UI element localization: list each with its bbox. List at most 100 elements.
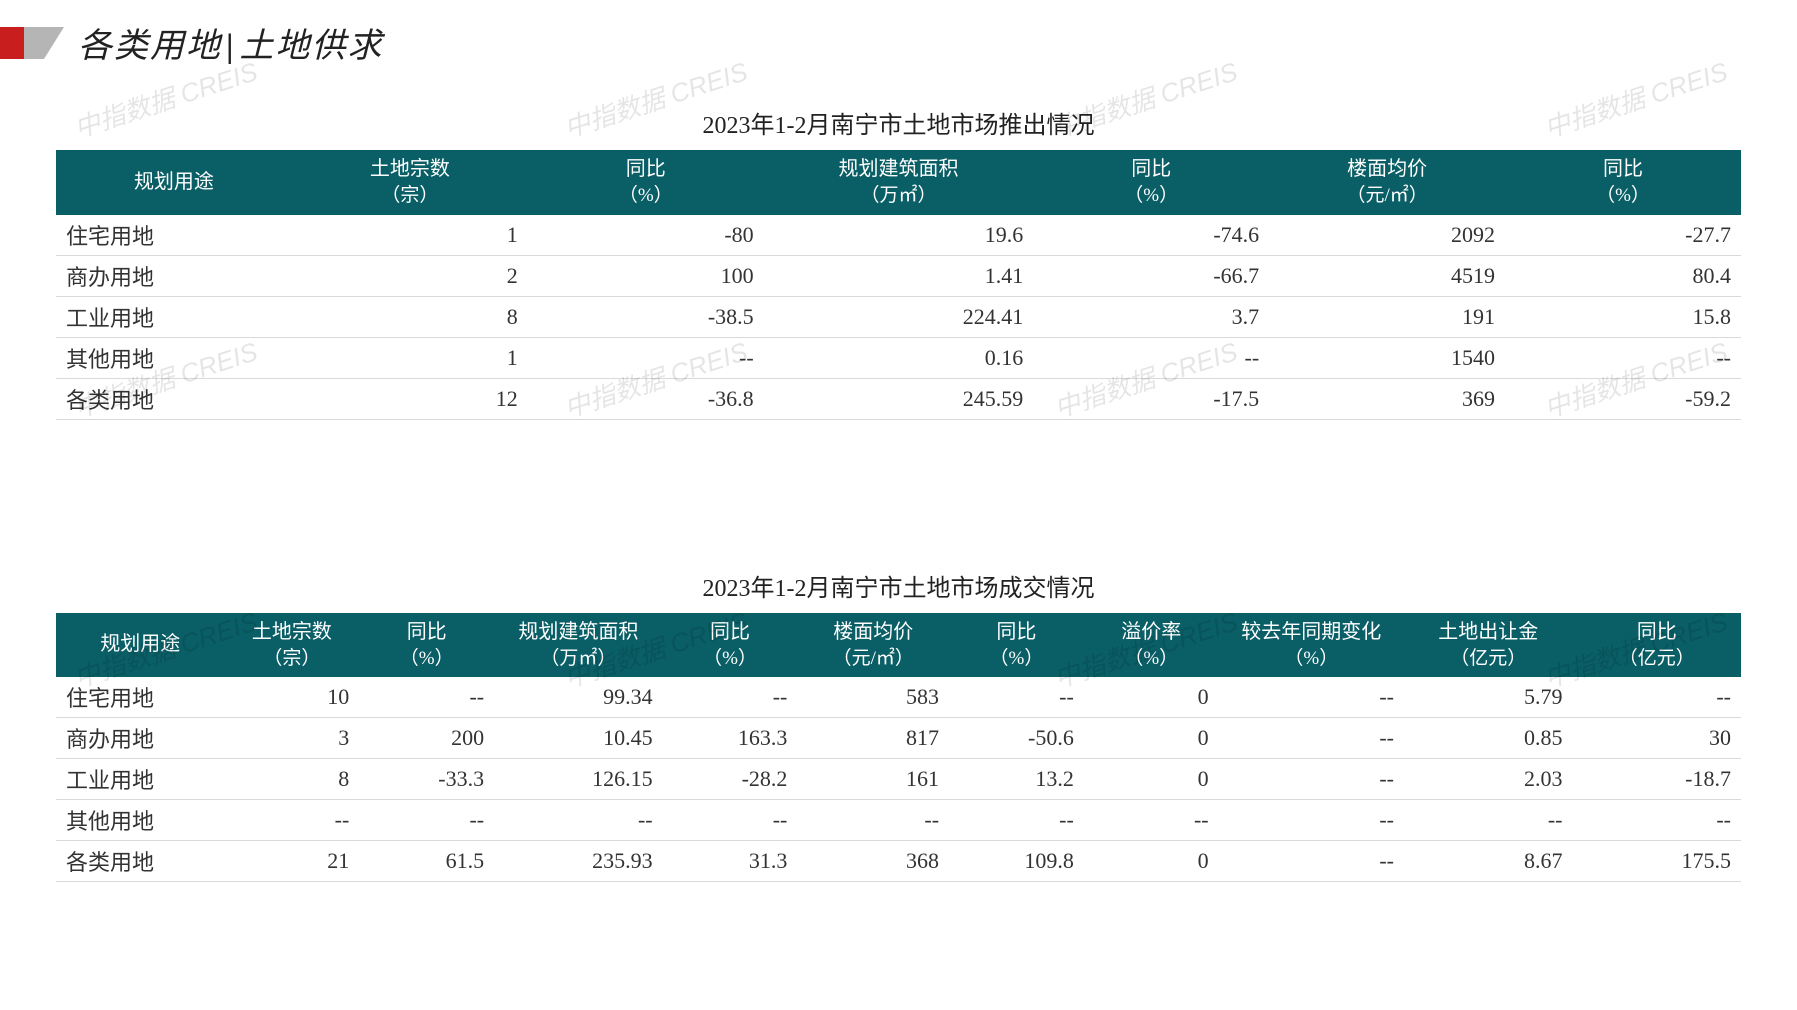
table2-cell: 商办用地	[56, 718, 225, 759]
table2-cell: 235.93	[494, 841, 663, 882]
table2-cell: 0.85	[1404, 718, 1573, 759]
table2-cell: 21	[225, 841, 360, 882]
table2-cell: --	[225, 800, 360, 841]
table1-cell: 4519	[1269, 255, 1505, 296]
table1-cell: 其他用地	[56, 337, 292, 378]
table2-cell: --	[797, 800, 949, 841]
table-row: 商办用地21001.41-66.7451980.4	[56, 255, 1741, 296]
table2-cell: 3	[225, 718, 360, 759]
table1-cell: 1	[292, 215, 528, 256]
table1-cell: 80.4	[1505, 255, 1741, 296]
table1-cell: 245.59	[764, 378, 1034, 419]
table1-cell: -59.2	[1505, 378, 1741, 419]
table2-cell: --	[1572, 677, 1741, 718]
table2-header-2: 同比（%）	[359, 613, 494, 678]
table2-cell: 10.45	[494, 718, 663, 759]
table2-cell: 工业用地	[56, 759, 225, 800]
table1-header-2: 同比（%）	[528, 150, 764, 215]
logo-icon	[0, 27, 64, 59]
table1-cell: 19.6	[764, 215, 1034, 256]
table-row: 各类用地12-36.8245.59-17.5369-59.2	[56, 378, 1741, 419]
table2-cell: --	[1219, 718, 1404, 759]
table1-cell: 2	[292, 255, 528, 296]
table2-cell: --	[1219, 677, 1404, 718]
table1-cell: 0.16	[764, 337, 1034, 378]
table2-cell: --	[949, 677, 1084, 718]
content-area: 2023年1-2月南宁市土地市场推出情况 规划用途土地宗数（宗）同比（%）规划建…	[0, 105, 1797, 882]
table2-header-0: 规划用途	[56, 613, 225, 678]
table-row: 住宅用地10--99.34--583--0--5.79--	[56, 677, 1741, 718]
table2-cell: 30	[1572, 718, 1741, 759]
table1: 规划用途土地宗数（宗）同比（%）规划建筑面积（万㎡）同比（%）楼面均价（元/㎡）…	[56, 150, 1741, 420]
table1-cell: 3.7	[1033, 296, 1269, 337]
table1-header-6: 同比（%）	[1505, 150, 1741, 215]
table2-cell: -33.3	[359, 759, 494, 800]
table2-cell: 住宅用地	[56, 677, 225, 718]
title-sep: |	[226, 28, 236, 65]
table2-header-7: 溢价率（%）	[1084, 613, 1219, 678]
table1-cell: 1.41	[764, 255, 1034, 296]
table2-cell: 各类用地	[56, 841, 225, 882]
table2-cell: -50.6	[949, 718, 1084, 759]
table2-cell: --	[1219, 800, 1404, 841]
table2-cell: -28.2	[663, 759, 798, 800]
table-row: 其他用地--------------------	[56, 800, 1741, 841]
title-right: 土地供求	[240, 28, 384, 65]
table2-cell: --	[359, 800, 494, 841]
table2-cell: 583	[797, 677, 949, 718]
table-row: 其他用地1--0.16--1540--	[56, 337, 1741, 378]
table2-cell: --	[1219, 759, 1404, 800]
table1-cell: --	[1505, 337, 1741, 378]
table2-header-5: 楼面均价（元/㎡）	[797, 613, 949, 678]
table1-cell: -74.6	[1033, 215, 1269, 256]
table2-cell: 0	[1084, 759, 1219, 800]
table1-cell: 8	[292, 296, 528, 337]
table1-cell: 1	[292, 337, 528, 378]
table2-header-8: 较去年同期变化（%）	[1219, 613, 1404, 678]
table1-cell: 工业用地	[56, 296, 292, 337]
table2-cell: 368	[797, 841, 949, 882]
table1-cell: -38.5	[528, 296, 764, 337]
table2-cell: --	[1084, 800, 1219, 841]
table2-cell: --	[1572, 800, 1741, 841]
table2-cell: --	[1219, 841, 1404, 882]
table2-cell: --	[359, 677, 494, 718]
table2-cell: 8.67	[1404, 841, 1573, 882]
table2-cell: 200	[359, 718, 494, 759]
table1-cell: 100	[528, 255, 764, 296]
table2-cell: --	[1404, 800, 1573, 841]
table1-cell: --	[528, 337, 764, 378]
table-row: 工业用地8-38.5224.413.719115.8	[56, 296, 1741, 337]
table2-cell: 126.15	[494, 759, 663, 800]
table2-cell: 0	[1084, 677, 1219, 718]
table2-header-4: 同比（%）	[663, 613, 798, 678]
table1-cell: -27.7	[1505, 215, 1741, 256]
table2-cell: 817	[797, 718, 949, 759]
table1-cell: -80	[528, 215, 764, 256]
table1-cell: 商办用地	[56, 255, 292, 296]
table-row: 住宅用地1-8019.6-74.62092-27.7	[56, 215, 1741, 256]
table2-header-3: 规划建筑面积（万㎡）	[494, 613, 663, 678]
table1-cell: 224.41	[764, 296, 1034, 337]
table2-header-6: 同比（%）	[949, 613, 1084, 678]
table1-cell: -36.8	[528, 378, 764, 419]
table1-cell: -17.5	[1033, 378, 1269, 419]
table2-cell: 161	[797, 759, 949, 800]
table1-cell: 369	[1269, 378, 1505, 419]
table2-cell: 其他用地	[56, 800, 225, 841]
table2-cell: 99.34	[494, 677, 663, 718]
table2-cell: 0	[1084, 841, 1219, 882]
table-row: 工业用地8-33.3126.15-28.216113.20--2.03-18.7	[56, 759, 1741, 800]
table2: 规划用途土地宗数（宗）同比（%）规划建筑面积（万㎡）同比（%）楼面均价（元/㎡）…	[56, 613, 1741, 883]
page-title: 各类用地|土地供求	[78, 18, 384, 67]
table2-cell: 109.8	[949, 841, 1084, 882]
table2-cell: 175.5	[1572, 841, 1741, 882]
table2-cell: 10	[225, 677, 360, 718]
table1-header-3: 规划建筑面积（万㎡）	[764, 150, 1034, 215]
table1-cell: 191	[1269, 296, 1505, 337]
table2-cell: 8	[225, 759, 360, 800]
table2-cell: 163.3	[663, 718, 798, 759]
table-row: 商办用地320010.45163.3817-50.60--0.8530	[56, 718, 1741, 759]
table2-header-10: 同比（亿元）	[1572, 613, 1741, 678]
table2-cell: --	[663, 800, 798, 841]
